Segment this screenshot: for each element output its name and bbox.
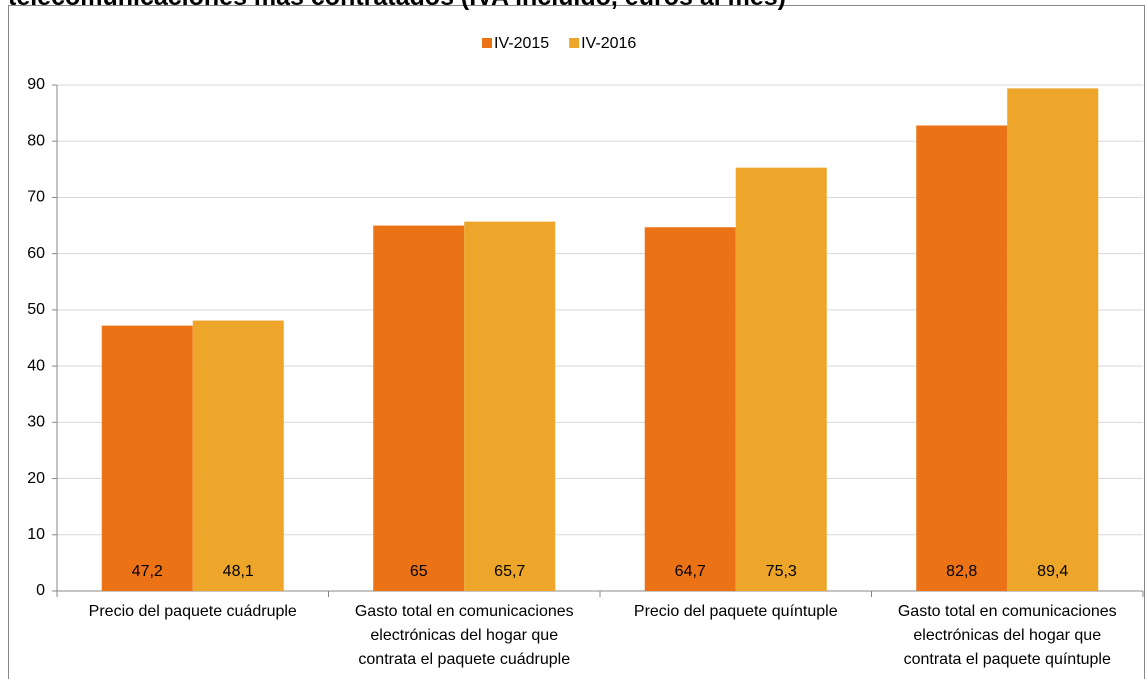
y-tick-label: 10 [27,526,45,543]
y-tick-label: 80 [27,132,45,149]
y-tick-label: 50 [27,301,45,318]
x-tick-label: contrata el paquete quíntuple [904,651,1111,668]
bar [916,125,1008,591]
legend-label: IV-2016 [581,35,636,52]
y-tick-label: 70 [27,189,45,206]
bar [1007,88,1099,591]
value-label: 47,2 [132,563,163,580]
x-tick-label: Precio del paquete quíntuple [634,603,838,620]
value-label: 82,8 [946,563,977,580]
bar [192,320,284,591]
x-tick-label: contrata el paquete cuádruple [358,651,570,668]
y-tick-label: 60 [27,245,45,262]
bar [101,325,193,591]
legend-swatch [482,38,492,48]
x-tick-label: Precio del paquete cuádruple [89,603,297,620]
x-tick-label: electrónicas del hogar que [913,627,1101,644]
y-tick-label: 0 [36,582,45,599]
y-tick-label: 30 [27,414,45,431]
value-label: 75,3 [766,563,797,580]
y-tick-label: 40 [27,357,45,374]
bar [735,167,827,591]
bar [464,221,556,591]
value-label: 89,4 [1037,563,1068,580]
y-tick-label: 20 [27,470,45,487]
legend-swatch [569,38,580,48]
value-label: 64,7 [675,563,706,580]
x-tick-label: Gasto total en comunicaciones [898,603,1117,620]
x-tick-label: Gasto total en comunicaciones [355,603,574,620]
y-tick-label: 90 [27,76,45,93]
bar [644,227,736,591]
legend-label: IV-2015 [494,35,549,52]
bar [373,225,465,592]
value-label: 48,1 [223,563,254,580]
value-label: 65 [410,563,428,580]
x-tick-label: electrónicas del hogar que [370,627,558,644]
chart-title: telecomunicaciones más contratados (IVA … [8,0,786,11]
value-label: 65,7 [494,563,525,580]
